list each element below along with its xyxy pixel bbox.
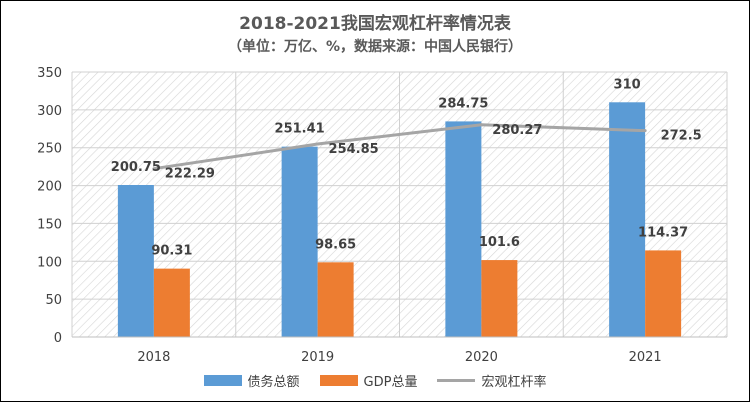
data-label-leverage: 280.27 [492,123,542,138]
bar-gdp [481,260,518,337]
data-label-gdp: 101.6 [479,235,520,250]
x-tick-label: 2020 [465,350,498,365]
data-label-debt: 284.75 [438,96,488,111]
legend-swatch-gdp [319,375,358,386]
bar-debt [445,121,482,338]
legend-label-leverage: 宏观杠杆率 [481,375,547,390]
point-leverage [643,129,647,133]
data-label-gdp: 114.37 [638,225,688,240]
y-tick-label: 50 [45,293,62,308]
point-leverage [479,123,483,127]
y-tick-label: 150 [37,217,62,232]
data-label-gdp: 98.65 [315,237,356,252]
chart-subtitle: （单位：万亿、%，数据来源：中国人民银行） [227,39,523,55]
legend-swatch-debt [203,375,242,386]
chart-title: 2018-2021我国宏观杠杆率情况表 [239,14,511,34]
legend-label-gdp: GDP总量 [363,375,418,390]
point-leverage [152,167,156,171]
point-leverage [316,142,320,146]
data-label-debt: 310 [614,77,641,92]
data-label-leverage: 254.85 [329,142,379,157]
bar-debt [117,185,154,337]
legend-label-debt: 债务总额 [247,375,300,390]
y-tick-label: 0 [54,331,62,346]
x-tick-label: 2018 [137,350,170,365]
data-label-debt: 251.41 [275,122,325,137]
data-label-gdp: 90.31 [151,244,192,259]
legend-item-gdp: GDP总量 [319,371,418,390]
y-tick-label: 100 [37,255,62,270]
bar-debt [609,102,646,338]
x-tick-label: 2019 [301,350,334,365]
data-label-debt: 200.75 [111,160,161,175]
data-label-leverage: 222.29 [165,167,215,182]
y-tick-label: 350 [37,66,62,81]
y-tick-label: 250 [37,142,62,157]
legend: 债务总额 GDP总量 宏观杠杆率 [0,371,750,390]
legend-swatch-leverage [437,379,476,382]
bar-debt [281,146,318,337]
line-leverage [153,123,646,171]
legend-item-debt: 债务总额 [203,371,300,390]
data-label-leverage: 272.5 [661,129,702,144]
bar-gdp [153,268,190,337]
y-tick-label: 300 [37,104,62,119]
y-tick-label: 200 [37,180,62,195]
bar-gdp [645,250,682,337]
legend-item-leverage: 宏观杠杆率 [437,371,546,390]
bar-gdp [317,262,354,337]
x-tick-label: 2021 [629,350,662,365]
